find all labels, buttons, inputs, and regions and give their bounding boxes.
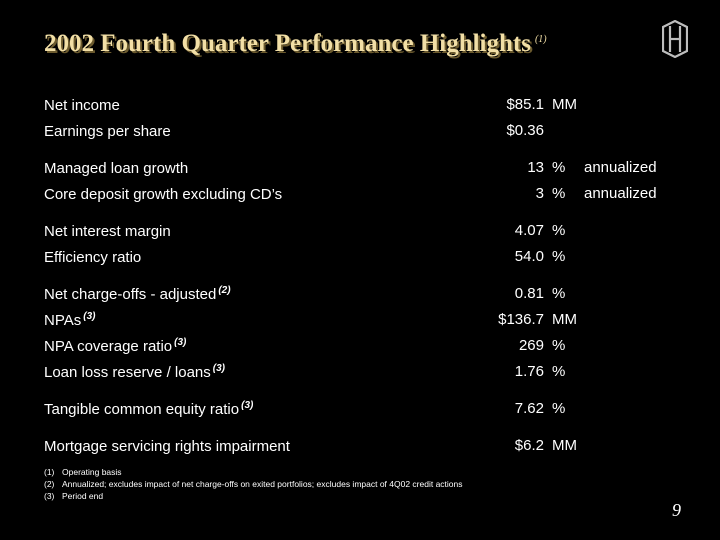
metric-label: Earnings per share — [44, 122, 173, 140]
metric-label: NPAs (3) — [44, 311, 95, 329]
metric-row: Efficiency ratio 54.0% — [0, 248, 720, 268]
metric-value: 4.07 — [514, 222, 544, 239]
page-title: 2002 Fourth Quarter Performance Highligh… — [44, 30, 547, 58]
metric-unit: % — [552, 337, 566, 354]
metric-value: 269 — [518, 337, 544, 354]
footnote-text: Annualized; excludes impact of net charg… — [62, 479, 463, 489]
metric-row: Core deposit growth excluding CD’s 3% annu… — [0, 185, 720, 205]
metric-label: Managed loan growth — [44, 159, 190, 177]
hb-monogram-logo-icon — [662, 20, 688, 58]
metric-label-text: Net interest margin — [44, 223, 171, 240]
metric-label-text: Loan loss reserve / loans — [44, 364, 211, 381]
metric-row: NPA coverage ratio (3) 269% — [0, 337, 720, 357]
metric-value: 3 — [535, 185, 544, 202]
metric-row: Tangible common equity ratio (3) 7.62% — [0, 400, 720, 420]
metric-row: Net interest margin 4.07% — [0, 222, 720, 242]
metric-label-text: Earnings per share — [44, 123, 171, 140]
metric-value: $0.36 — [506, 122, 544, 139]
metric-unit: % — [552, 159, 566, 176]
metric-unit: MM — [552, 437, 577, 454]
footnote-text: Period end — [62, 491, 104, 501]
metric-label-text: Mortgage servicing rights impairment — [44, 438, 290, 455]
metric-row: Loan loss reserve / loans (3) 1.76% — [0, 363, 720, 383]
metric-value: 54.0 — [514, 248, 544, 265]
metric-value: 0.81 — [514, 285, 544, 302]
metric-value: 7.62 — [514, 400, 544, 417]
metric-row: Net income $85.1 MM — [0, 96, 720, 116]
metric-row: Net charge-offs - adjusted (2) 0.81% — [0, 285, 720, 305]
metric-label: Mortgage servicing rights impairment — [44, 437, 292, 455]
metric-label-text: Managed loan growth — [44, 160, 189, 177]
metric-value: $6.2 — [514, 437, 544, 454]
metric-row: Mortgage servicing rights impairment $6.2… — [0, 437, 720, 457]
footnote-item: (3) Period end — [44, 490, 463, 502]
metric-label-text: NPA coverage ratio — [44, 338, 173, 355]
footnote-text: Operating basis — [62, 467, 122, 477]
metric-label-text: Efficiency ratio — [44, 249, 142, 266]
metric-note: annualized — [584, 185, 657, 202]
metric-value: 13 — [527, 159, 544, 176]
metric-unit: % — [552, 285, 566, 302]
footnote-number: (3) — [44, 491, 55, 501]
metric-footnote-ref: (3) — [174, 337, 187, 348]
metric-unit: % — [552, 222, 566, 239]
metric-value: $136.7 — [498, 311, 544, 328]
metric-value: 1.76 — [514, 363, 544, 380]
metric-label-text: Net charge-offs - adjusted — [44, 286, 217, 303]
metric-label: Loan loss reserve / loans (3) — [44, 363, 225, 381]
metric-label: Core deposit growth excluding CD’s — [44, 185, 284, 203]
footnote-item: (1) Operating basis — [44, 466, 463, 478]
metric-label-text: Net income — [44, 97, 120, 114]
metric-label: Net interest margin — [44, 222, 173, 240]
metric-value: $85.1 — [506, 96, 544, 113]
metric-footnote-ref: (3) — [212, 363, 225, 374]
metric-footnote-ref: (3) — [83, 311, 96, 322]
metric-row: Managed loan growth 13% annualized — [0, 159, 720, 179]
title-footnote-ref: (1) — [534, 33, 547, 45]
metric-footnote-ref: (3) — [241, 400, 254, 411]
metric-footnote-ref: (2) — [218, 285, 231, 296]
footnotes: (1) Operating basis (2) Annualized; exclude… — [44, 466, 463, 502]
metric-note: annualized — [584, 159, 657, 176]
metric-label: Tangible common equity ratio (3) — [44, 400, 253, 418]
metric-row: Earnings per share $0.36 — [0, 122, 720, 142]
metric-label-text: Tangible common equity ratio — [44, 401, 240, 418]
metric-unit: MM — [552, 96, 577, 113]
metric-unit: % — [552, 363, 566, 380]
metric-unit: % — [552, 248, 566, 265]
metric-unit: % — [552, 185, 566, 202]
metric-row: NPAs (3) $136.7 MM — [0, 311, 720, 331]
metric-unit: % — [552, 400, 566, 417]
footnote-number: (2) — [44, 479, 55, 489]
metric-label: Net income — [44, 96, 122, 114]
metric-label: Net charge-offs - adjusted (2) — [44, 285, 231, 303]
page-title-text: 2002 Fourth Quarter Performance Highligh… — [44, 30, 531, 57]
metric-unit: MM — [552, 311, 577, 328]
metric-label: Efficiency ratio — [44, 248, 143, 266]
metric-label-text: NPAs — [44, 312, 82, 329]
footnote-item: (2) Annualized; excludes impact of net ch… — [44, 478, 463, 490]
metric-label: NPA coverage ratio (3) — [44, 337, 186, 355]
footnote-number: (1) — [44, 467, 55, 477]
page-number: 9 — [672, 500, 681, 520]
metric-label-text: Core deposit growth excluding CD’s — [44, 186, 283, 203]
